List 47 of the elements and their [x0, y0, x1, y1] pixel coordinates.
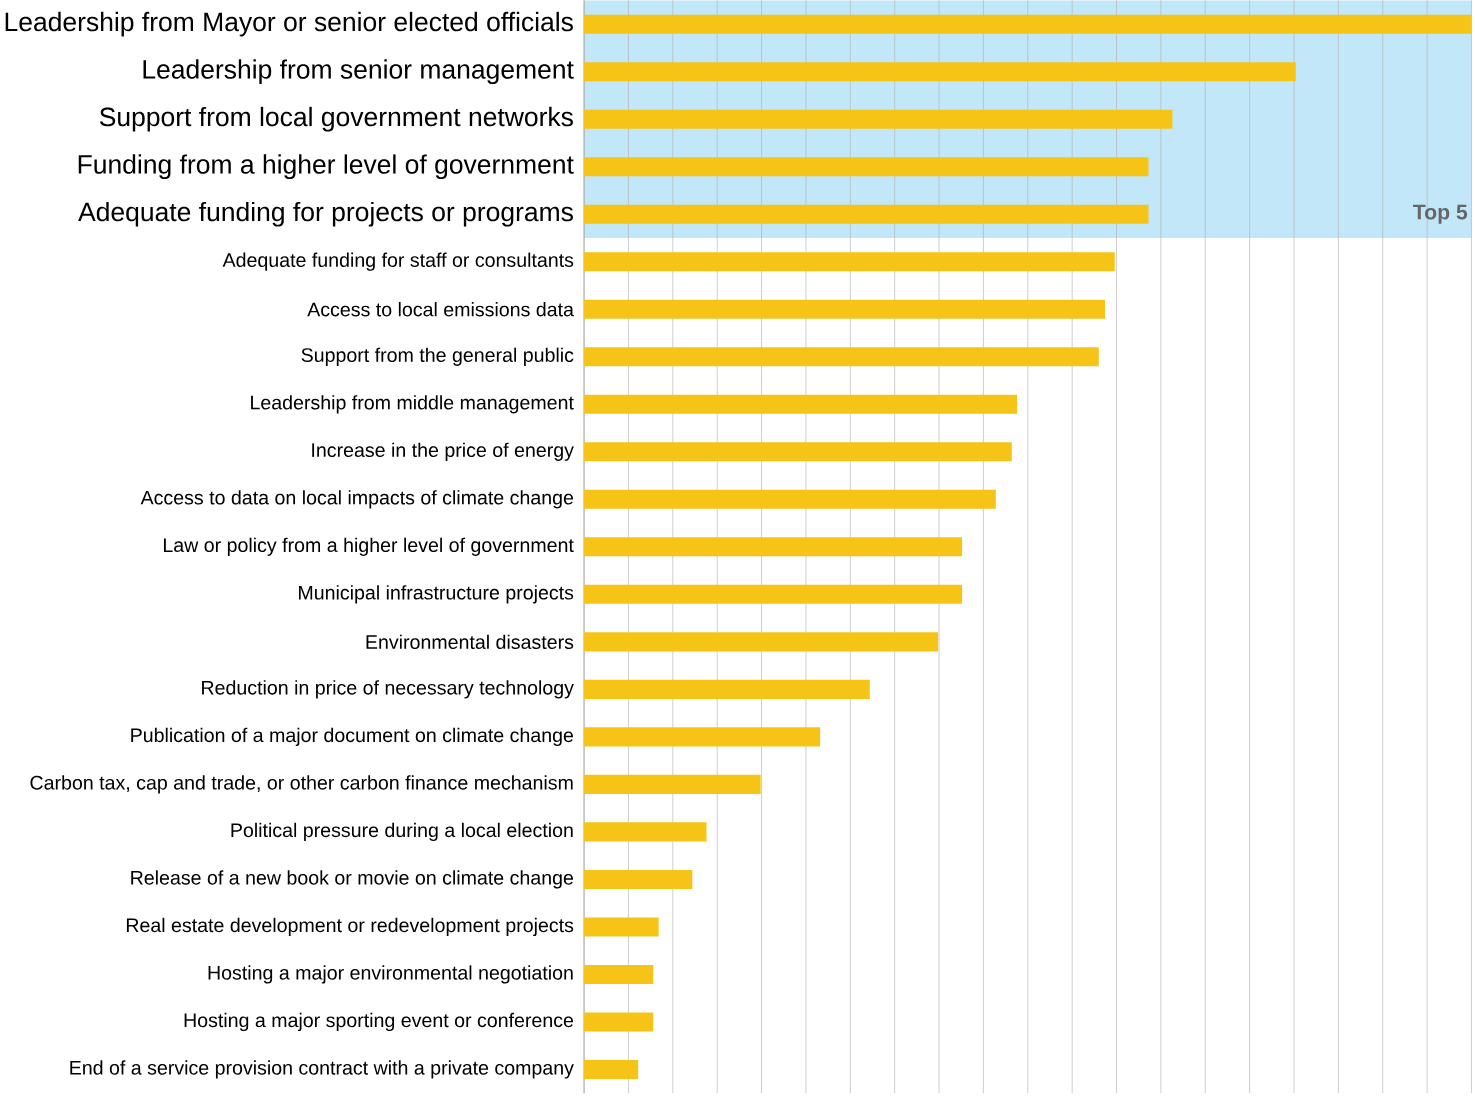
bar [584, 680, 870, 700]
bar [584, 917, 659, 937]
bar [584, 442, 1012, 462]
y-tick-label: Leadership from middle management [251, 395, 574, 414]
y-tick-label: Municipal infrastructure projects [299, 585, 574, 604]
y-tick-label: Funding from a higher level of government [78, 154, 574, 180]
bar [584, 347, 1099, 367]
bar [584, 204, 1149, 225]
bar [584, 62, 1296, 82]
bar [584, 632, 939, 652]
y-tick-label: Adequate funding for projects or programs [78, 202, 573, 227]
bar [584, 1012, 654, 1032]
y-tick-label: Real estate development or redevelopment projects [126, 918, 574, 937]
y-tick-label: Support from local government networks [99, 107, 573, 132]
bar [584, 1060, 639, 1080]
y-tick-label: Release of a new book or movie on climate change [131, 870, 574, 889]
bar [584, 395, 1018, 415]
bar [584, 157, 1149, 177]
y-tick-label: Political pressure during a local election [231, 823, 573, 842]
bar [584, 775, 761, 795]
bar [584, 109, 1173, 129]
y-tick-label: Law or policy from a higher level of government [163, 537, 574, 557]
y-tick-label: Increase in the price of energy [312, 442, 574, 462]
bar [584, 299, 1105, 320]
y-tick-label: Access to data on local impacts of climate change [140, 490, 574, 509]
bar [584, 252, 1115, 272]
y-tick-label: Environmental disasters [366, 634, 574, 650]
y-tick-label: Leadership from Mayor or senior elected officials [5, 12, 573, 37]
bar [584, 822, 707, 842]
y-tick-label: Leadership from senior management [143, 59, 574, 85]
y-tick-label: Access to local emissions data [307, 302, 574, 317]
y-tick-label: Hosting a major environmental negotiation [208, 965, 573, 984]
bar [584, 585, 963, 605]
bar [584, 14, 1472, 34]
y-tick-label: Carbon tax, cap and trade, or other carbon finance mechanism [30, 775, 573, 794]
y-tick-label: Reduction in price of necessary technology [202, 680, 574, 699]
bar [584, 727, 821, 747]
bar [584, 870, 693, 890]
y-tick-label: Publication of a major document on climate change [131, 727, 574, 747]
y-tick-label: Hosting a major sporting event or conference [184, 1013, 574, 1032]
bar [584, 965, 654, 985]
y-tick-label: Adequate funding for staff or consultants [222, 252, 574, 272]
y-tick-label: Support from the general public [301, 347, 574, 367]
bar [584, 490, 996, 510]
band-label: Top 5 [1413, 205, 1468, 224]
y-tick-label: End of a service provision contract with a private company [70, 1060, 574, 1079]
bar [584, 537, 963, 557]
